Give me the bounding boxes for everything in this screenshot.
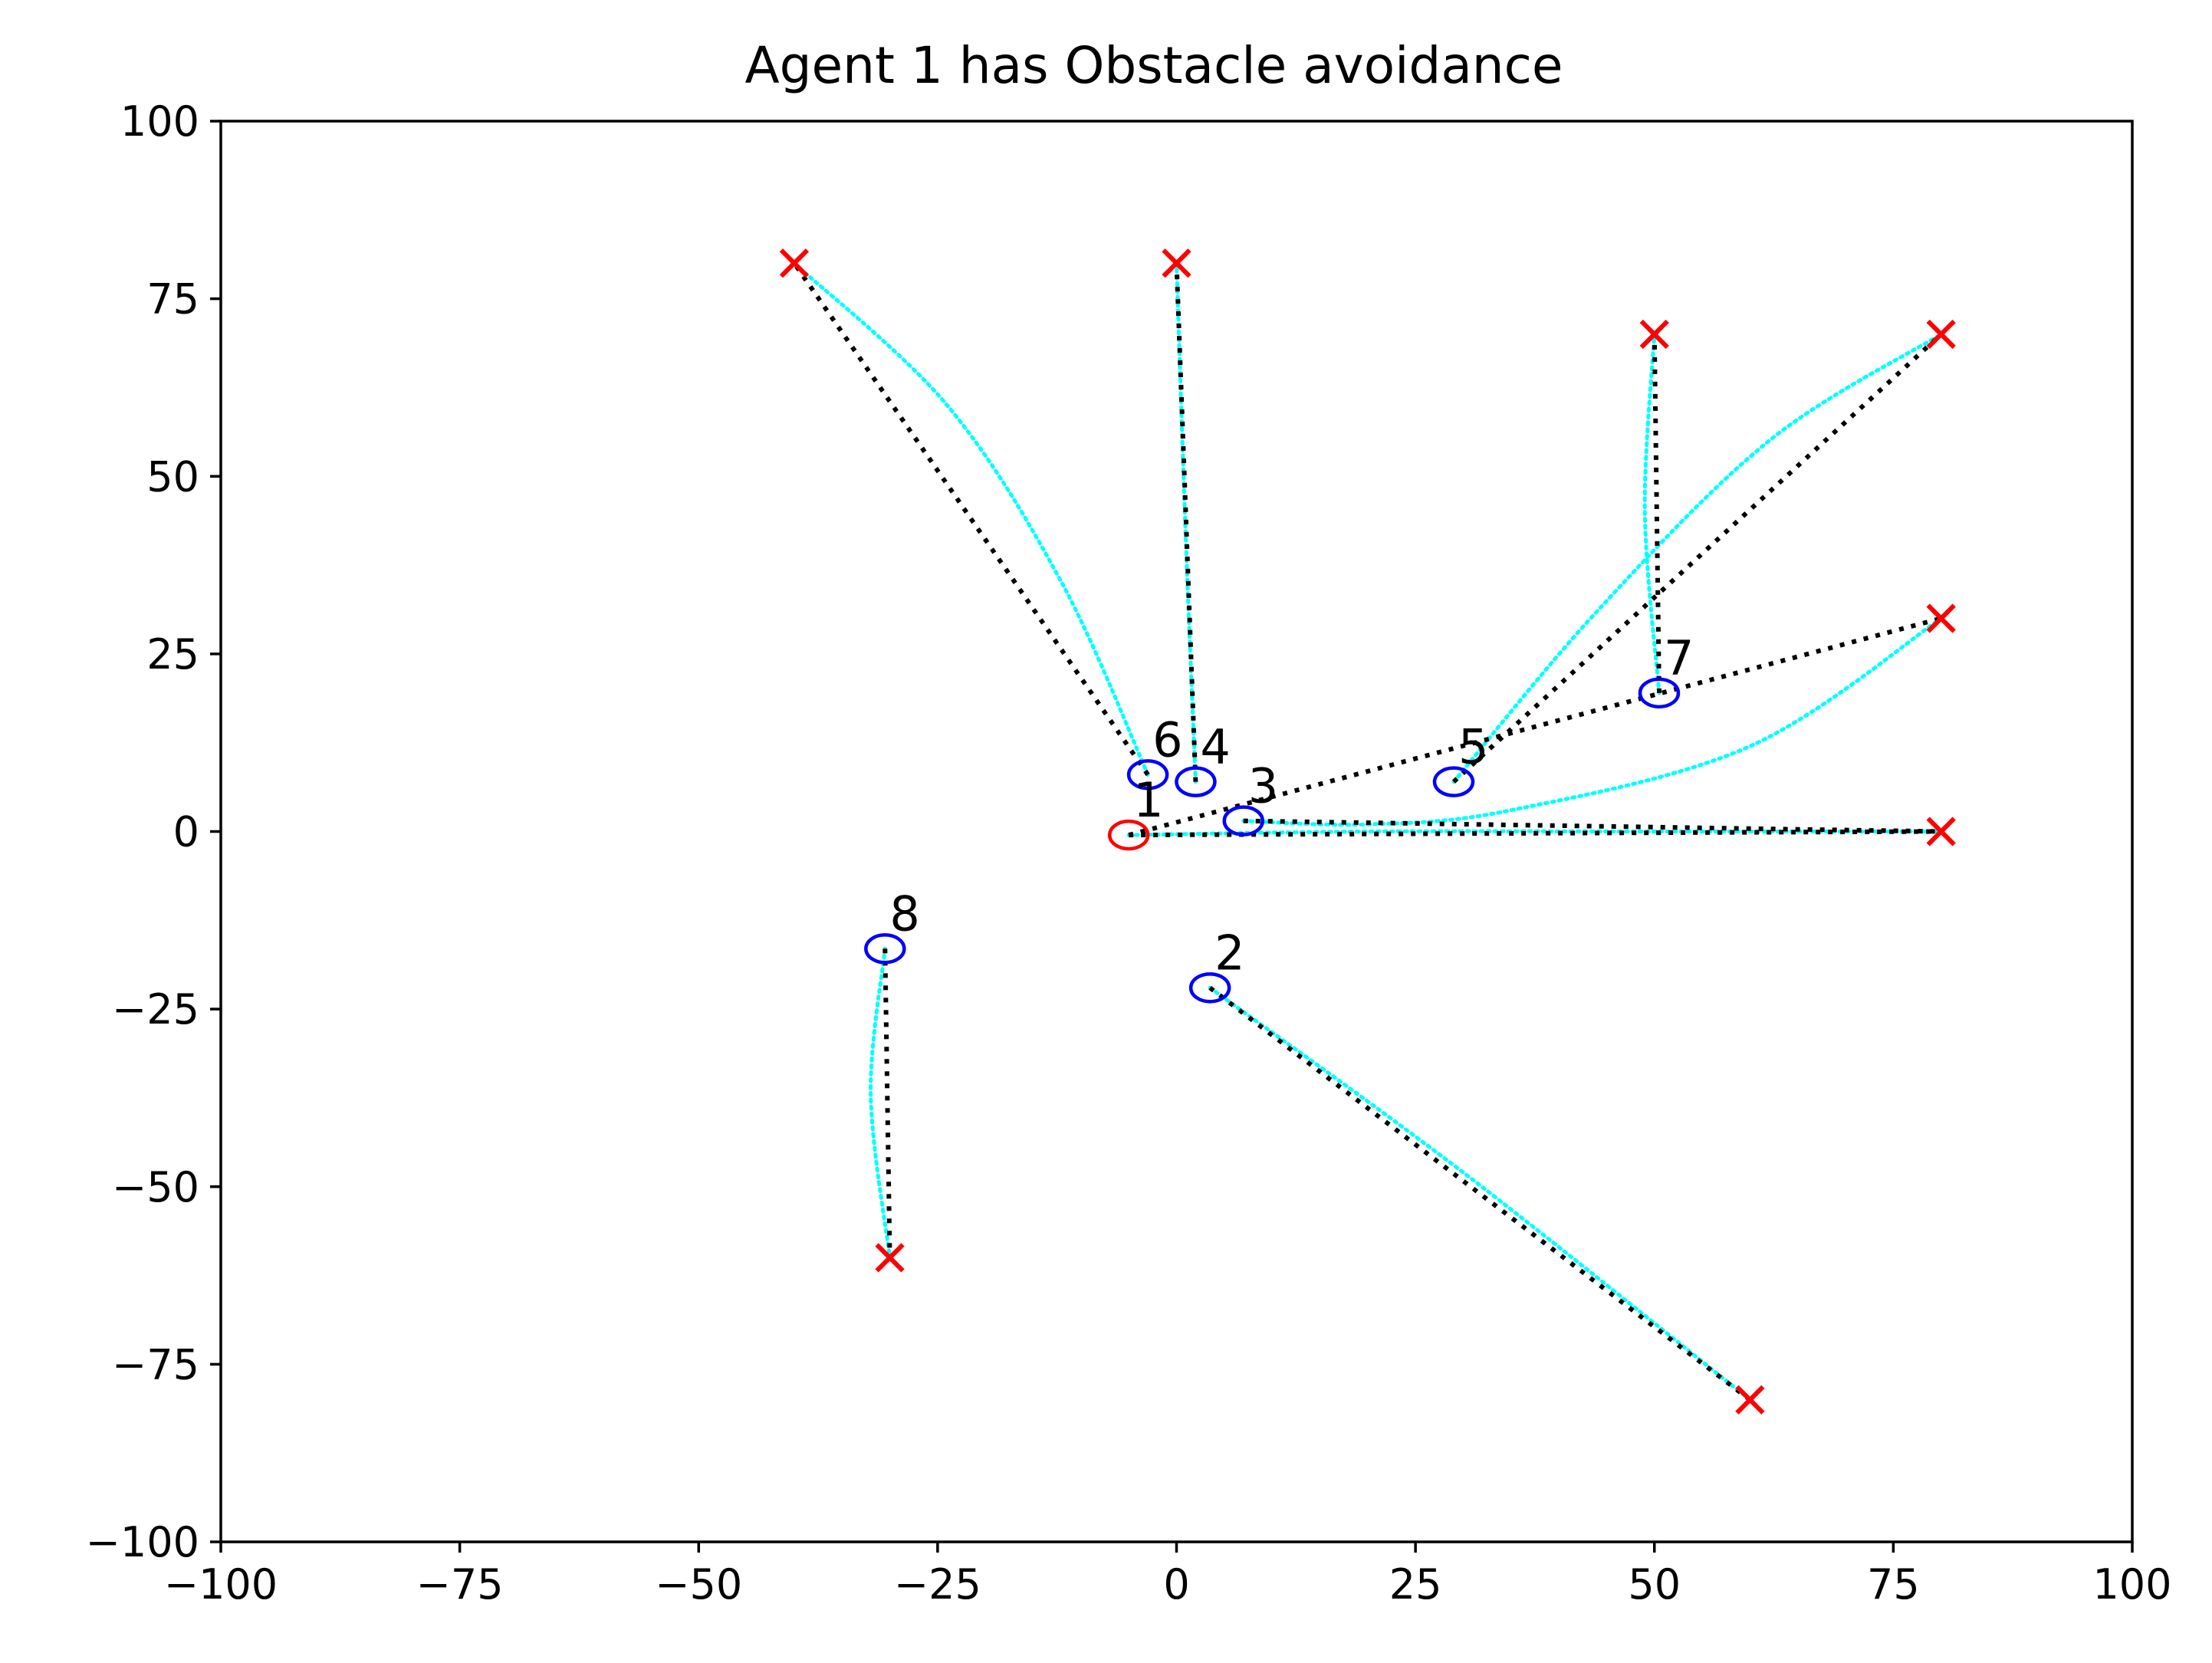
y-tick-label: 50: [146, 452, 199, 501]
planned-path-agent-2: [1208, 985, 1752, 1402]
agent-marker-2: [1188, 972, 1231, 1004]
y-tick-label: 100: [120, 97, 199, 146]
planned-path-agent-6: [792, 261, 1150, 777]
y-tick-label: 0: [173, 808, 199, 856]
goal-marker-agent-8: [875, 1243, 905, 1273]
y-tick-label: −100: [86, 1518, 199, 1566]
y-axis: −100 −75 −50 −25 0 25 50 75 100: [86, 97, 221, 1566]
agent-marker-7: [1638, 677, 1681, 709]
agent-marker-3: [1222, 805, 1265, 836]
goal-marker-agent-3: [1926, 603, 1956, 633]
y-tick-label: −75: [112, 1340, 199, 1389]
actual-path-agent-8: [869, 946, 892, 1260]
x-tick-label: 100: [2092, 1560, 2171, 1609]
goal-marker-stroke: [875, 1243, 905, 1273]
goal-marker-stroke: [1639, 319, 1669, 350]
planned-path-agent-7: [1652, 334, 1661, 693]
x-tick-label: 25: [1389, 1560, 1442, 1609]
agent-label-2: 2: [1214, 925, 1244, 981]
x-tick-label: −25: [894, 1560, 981, 1609]
y-tick-label: 25: [146, 630, 199, 679]
goal-marker-agent-2: [1735, 1385, 1765, 1415]
y-tick-label: −50: [112, 1163, 199, 1211]
planned-path-extra-0: [1128, 616, 1942, 838]
goal-marker-stroke: [779, 248, 810, 278]
goal-marker-stroke: [1162, 248, 1191, 278]
chart-title: Agent 1 has Obstacle avoidance: [745, 36, 1563, 95]
x-axis: −100 −75 −50 −25 0 25 50 75 100: [164, 1542, 2172, 1609]
agent-label-5: 5: [1458, 719, 1488, 775]
goal-marker-agent-7: [1639, 319, 1669, 350]
goal-marker-agent-5: [1926, 319, 1956, 350]
agent-label-3: 3: [1248, 758, 1278, 814]
agent-marker-6: [1126, 759, 1169, 790]
actual-path-agent-5: [1451, 332, 1944, 784]
agent-marker-8: [864, 933, 906, 965]
x-tick-label: 0: [1163, 1560, 1189, 1609]
agent-label-1: 1: [1133, 772, 1163, 828]
planned-path-agent-1: [1129, 829, 1941, 838]
agent-label-8: 8: [889, 886, 919, 942]
x-tick-label: −50: [655, 1560, 742, 1609]
goal-marker-stroke: [1735, 1385, 1765, 1415]
goal-marker-stroke: [1926, 603, 1956, 633]
x-tick-label: −75: [416, 1560, 504, 1609]
actual-path-agent-3: [1241, 616, 1944, 827]
agent-label-7: 7: [1664, 630, 1694, 686]
agent-label-6: 6: [1152, 712, 1182, 767]
x-tick-label: −100: [164, 1560, 278, 1609]
goal-marker-agent-6: [779, 248, 810, 278]
agent-label-4: 4: [1200, 719, 1230, 775]
planned-path-agent-4: [1174, 263, 1198, 782]
y-tick-label: −25: [112, 985, 199, 1034]
agent-marker-4: [1175, 766, 1217, 797]
x-tick-label: 50: [1628, 1560, 1681, 1609]
goal-marker-agent-4: [1162, 248, 1191, 278]
x-tick-label: 75: [1867, 1560, 1920, 1609]
paths-layer: [792, 261, 1944, 1402]
actual-path-agent-7: [1642, 332, 1661, 695]
goal-marker-stroke: [1926, 817, 1956, 846]
actual-path-agent-6: [792, 261, 1150, 777]
planned-path-agent-8: [882, 948, 892, 1258]
markers-layer: [779, 248, 1956, 1415]
goal-marker-agent-1: [1926, 817, 1956, 846]
goal-marker-stroke: [1926, 319, 1956, 350]
agent-marker-1: [1107, 819, 1150, 851]
labels-layer: 1 2 34 5 6 7 8: [889, 630, 1694, 981]
y-tick-label: 75: [146, 275, 199, 324]
agent-marker-5: [1432, 766, 1475, 797]
